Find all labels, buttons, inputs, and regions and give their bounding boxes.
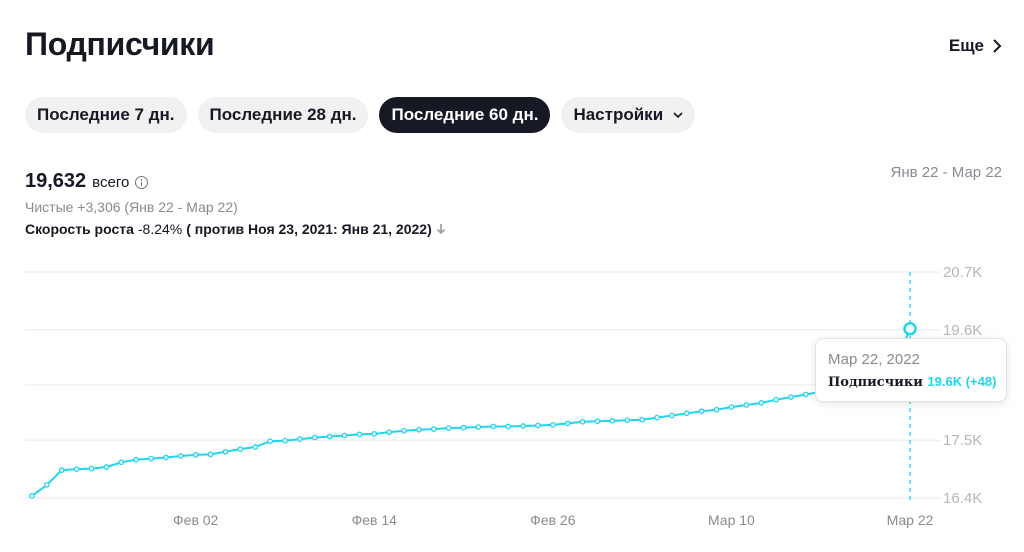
- period-tabs: Последние 7 дн. Последние 28 дн. Последн…: [25, 97, 696, 133]
- data-point: [579, 418, 586, 425]
- date-range: Янв 22 - Мар 22: [890, 164, 1002, 181]
- data-point: [207, 451, 214, 458]
- growth-rate: Скорость роста -8.24% ( против Ноя 23, 2…: [25, 221, 446, 237]
- arrow-down-icon: [436, 224, 445, 235]
- growth-label: Скорость роста: [25, 221, 134, 237]
- total-value: 19,632: [25, 170, 87, 192]
- y-tick-label: 16.4K: [943, 490, 982, 507]
- settings-dropdown[interactable]: Настройки: [561, 97, 696, 133]
- x-tick-label: Мар 22: [887, 512, 934, 528]
- data-point: [44, 482, 50, 488]
- chart-tooltip: Мар 22, 2022 Подписчики 19.6K (+48): [815, 338, 1007, 402]
- total-row: 19,632 всего: [25, 170, 446, 193]
- x-tick-label: Фев 26: [530, 512, 576, 528]
- data-point: [297, 436, 303, 442]
- info-icon[interactable]: [135, 176, 149, 189]
- data-point: [371, 431, 378, 437]
- more-link[interactable]: Еще: [949, 36, 1002, 56]
- data-point: [460, 424, 467, 431]
- data-point: [356, 431, 363, 438]
- tab-last-7-days[interactable]: Последние 7 дн.: [25, 97, 187, 133]
- data-point: [88, 465, 95, 472]
- data-point: [564, 420, 571, 427]
- data-point: [505, 423, 512, 430]
- data-point: [698, 408, 705, 415]
- data-point: [654, 414, 660, 421]
- settings-label: Настройки: [573, 105, 664, 124]
- data-point: [758, 400, 765, 406]
- tooltip-row: Подписчики 19.6K (+48): [828, 374, 997, 390]
- data-point: [773, 396, 779, 403]
- data-point: [311, 434, 318, 441]
- highlighted-point: [903, 322, 917, 336]
- data-point: [445, 425, 452, 431]
- data-point: [73, 466, 80, 472]
- chevron-right-icon: [993, 39, 1002, 53]
- data-point: [549, 422, 556, 428]
- data-point: [133, 456, 140, 463]
- data-point: [237, 446, 244, 452]
- series-line: [31, 328, 911, 497]
- data-point: [148, 455, 154, 462]
- data-point: [743, 402, 750, 408]
- data-point: [669, 412, 675, 419]
- data-point: [401, 427, 407, 434]
- data-point: [713, 406, 720, 413]
- data-point: [683, 410, 690, 417]
- tooltip-date: Мар 22, 2022: [828, 351, 920, 368]
- data-point: [29, 493, 35, 499]
- data-point: [282, 437, 288, 444]
- data-point: [416, 426, 422, 433]
- data-point: [520, 423, 526, 429]
- data-point: [118, 459, 125, 466]
- data-point: [252, 444, 259, 450]
- growth-value: -8.24%: [137, 221, 183, 237]
- stats-summary: 19,632 всего Чистые +3,306 (Янв 22 - Мар…: [25, 170, 446, 237]
- x-tick-label: Фев 14: [352, 512, 398, 528]
- data-point: [58, 467, 65, 473]
- data-point: [609, 417, 616, 424]
- data-point: [475, 424, 482, 430]
- data-point: [163, 454, 169, 461]
- data-point: [341, 432, 348, 439]
- data-point: [728, 404, 735, 410]
- net-change: Чистые +3,306 (Янв 22 - Мар 22): [25, 199, 238, 215]
- x-tick-label: Мар 10: [708, 512, 755, 528]
- tooltip-series-label: Подписчики: [828, 375, 923, 390]
- data-point: [177, 453, 184, 459]
- followers-line-chart[interactable]: 16.4K 17.5K 19.6K 20.7K Фев 02 Фев 14 Фев 26 Ма…: [0, 250, 1024, 552]
- total-label: всего: [92, 174, 130, 191]
- data-point: [594, 418, 601, 425]
- data-point: [222, 448, 229, 455]
- data-point: [386, 429, 393, 436]
- data-point: [490, 423, 497, 430]
- tab-last-28-days[interactable]: Последние 28 дн.: [197, 97, 369, 133]
- data-point: [326, 433, 333, 440]
- y-tick-label: 19.6K: [943, 322, 982, 339]
- chevron-down-icon: [673, 112, 683, 119]
- y-tick-label: 20.7K: [943, 264, 982, 281]
- y-tick-label: 17.5K: [943, 432, 982, 449]
- data-point: [192, 452, 199, 458]
- tooltip-value: 19.6K (+48): [927, 374, 997, 389]
- data-point: [788, 394, 794, 400]
- more-label: Еще: [948, 36, 984, 55]
- data-point: [267, 438, 273, 445]
- data-point: [103, 464, 110, 470]
- growth-compare: ( против Ноя 23, 2021: Янв 21, 2022): [186, 221, 432, 237]
- x-tick-label: Фев 02: [173, 512, 219, 528]
- data-point: [624, 417, 631, 424]
- tab-last-60-days[interactable]: Последние 60 дн.: [379, 97, 551, 133]
- page-title: Подписчики: [25, 26, 215, 62]
- data-point: [639, 416, 645, 423]
- data-point: [430, 426, 437, 432]
- data-point: [802, 391, 809, 398]
- data-point: [535, 422, 541, 429]
